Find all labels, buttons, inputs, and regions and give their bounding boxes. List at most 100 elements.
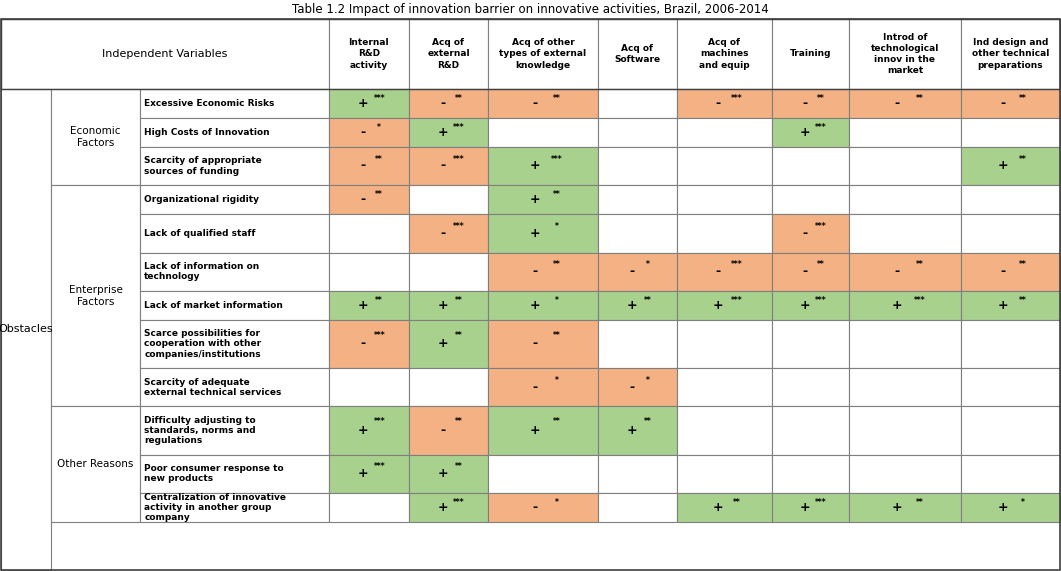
Text: +: + (437, 467, 448, 480)
Text: **: ** (376, 155, 383, 163)
Text: Other Reasons: Other Reasons (57, 459, 134, 469)
Bar (1, 19, 1060, 89)
Text: *: * (1022, 498, 1025, 507)
Bar (488, 368, 597, 407)
Text: +: + (626, 424, 638, 437)
Bar (960, 185, 1060, 214)
Text: -: - (361, 193, 366, 206)
Bar (771, 252, 849, 291)
Bar (849, 455, 960, 493)
Bar (960, 368, 1060, 407)
Bar (771, 19, 849, 89)
Text: -: - (1001, 266, 1006, 278)
Bar (51, 185, 140, 407)
Bar (329, 19, 408, 89)
Text: +: + (800, 501, 811, 514)
Text: **: ** (455, 296, 463, 305)
Text: +: + (998, 299, 1009, 312)
Bar (488, 407, 597, 455)
Bar (849, 493, 960, 522)
Bar (849, 320, 960, 368)
Bar (329, 407, 408, 455)
Bar (329, 118, 408, 147)
Text: **: ** (817, 94, 824, 103)
Bar (960, 147, 1060, 185)
Text: **: ** (916, 498, 923, 507)
Bar (140, 185, 329, 214)
Text: **: ** (1020, 155, 1027, 163)
Bar (1, 19, 1060, 89)
Text: *: * (555, 296, 559, 305)
Text: -: - (629, 381, 634, 394)
Bar (849, 407, 960, 455)
Text: +: + (358, 97, 368, 110)
Text: Training: Training (789, 50, 831, 58)
Bar (960, 118, 1060, 147)
Bar (408, 89, 488, 118)
Bar (329, 320, 408, 368)
Text: *: * (555, 222, 559, 231)
Text: +: + (437, 337, 448, 351)
Text: +: + (529, 227, 541, 240)
Text: Lack of qualified staff: Lack of qualified staff (144, 229, 256, 238)
Text: +: + (437, 126, 448, 139)
Bar (408, 291, 488, 320)
Bar (849, 214, 960, 252)
Bar (597, 19, 677, 89)
Bar (960, 407, 1060, 455)
Text: Ind design and
other technical
preparations: Ind design and other technical preparati… (972, 38, 1049, 70)
Bar (677, 89, 771, 118)
Bar (771, 320, 849, 368)
Bar (960, 493, 1060, 522)
Bar (488, 252, 597, 291)
Bar (849, 291, 960, 320)
Text: Poor consumer response to
new products: Poor consumer response to new products (144, 464, 284, 484)
Bar (140, 455, 329, 493)
Bar (771, 89, 849, 118)
Bar (677, 214, 771, 252)
Text: **: ** (916, 94, 923, 103)
Text: **: ** (376, 296, 383, 305)
Text: **: ** (455, 463, 463, 472)
Text: *: * (555, 376, 559, 385)
Text: Enterprise
Factors: Enterprise Factors (69, 284, 122, 307)
Text: -: - (894, 97, 900, 110)
Bar (771, 493, 849, 522)
Bar (488, 320, 597, 368)
Text: ***: *** (453, 155, 465, 163)
Text: *: * (378, 123, 381, 131)
Bar (849, 185, 960, 214)
Text: -: - (440, 424, 446, 437)
Text: +: + (529, 424, 541, 437)
Bar (677, 252, 771, 291)
Bar (140, 252, 329, 291)
Bar (329, 185, 408, 214)
Bar (488, 291, 597, 320)
Text: **: ** (1020, 296, 1027, 305)
Text: **: ** (644, 296, 651, 305)
Bar (677, 185, 771, 214)
Bar (1, 89, 51, 570)
Text: +: + (892, 299, 903, 312)
Bar (677, 291, 771, 320)
Text: Lack of information on
technology: Lack of information on technology (144, 262, 260, 282)
Bar (140, 118, 329, 147)
Bar (677, 407, 771, 455)
Text: -: - (533, 97, 538, 110)
Text: -: - (715, 97, 720, 110)
Bar (329, 214, 408, 252)
Bar (597, 214, 677, 252)
Text: +: + (626, 299, 638, 312)
Bar (329, 455, 408, 493)
Bar (849, 118, 960, 147)
Text: ***: *** (914, 296, 925, 305)
Bar (960, 252, 1060, 291)
Text: **: ** (455, 417, 463, 427)
Bar (960, 214, 1060, 252)
Bar (960, 455, 1060, 493)
Text: Economic
Factors: Economic Factors (70, 126, 121, 148)
Bar (408, 118, 488, 147)
Bar (488, 185, 597, 214)
Bar (329, 493, 408, 522)
Text: ***: *** (373, 417, 385, 427)
